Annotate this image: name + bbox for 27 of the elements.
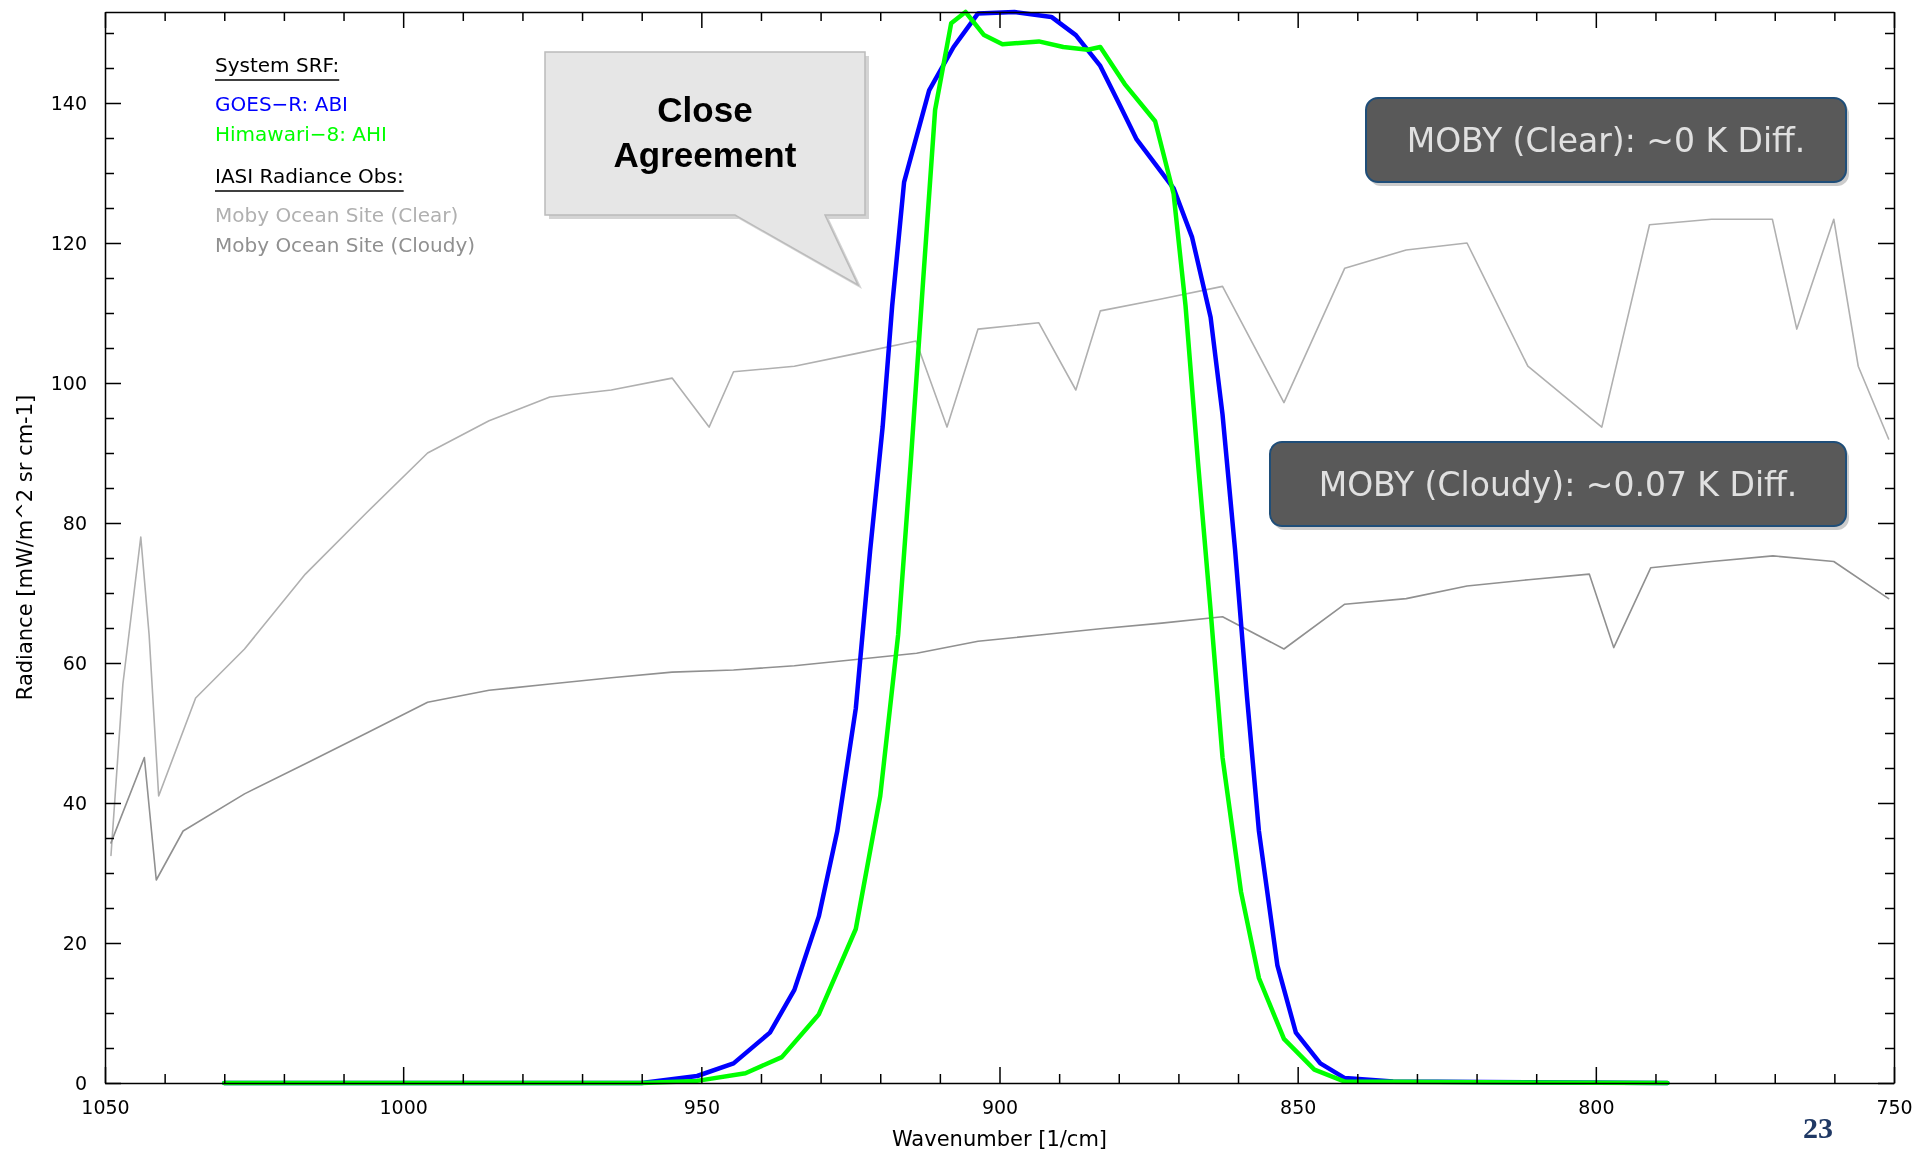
text: Moby Ocean Site (Clear): [215, 203, 459, 227]
text: Himawari−8: AHI: [215, 122, 387, 146]
text: 23: [1803, 1111, 1833, 1144]
annotation: IASI Radiance Obs:: [215, 164, 404, 188]
y-tick-label: 0: [74, 1071, 87, 1094]
y-tick-label: 120: [50, 231, 87, 254]
x-tick-label: 950: [683, 1096, 720, 1119]
x-tick-label: 800: [1578, 1096, 1615, 1119]
y-tick-label: 40: [62, 791, 87, 814]
text: Moby Ocean Site (Cloudy): [215, 233, 476, 257]
x-tick-label: 900: [981, 1096, 1019, 1119]
y-tick-label: 80: [62, 511, 87, 534]
annotation: MOBY (Clear): ~0 K Diff.: [1406, 121, 1806, 160]
y-axis-title: Radiance [mW/m^2 sr cm-1]: [13, 394, 37, 701]
y-tick-label: 140: [50, 91, 87, 114]
x-tick-label: 1050: [81, 1096, 130, 1119]
text: GOES−R: ABI: [215, 92, 349, 116]
x-tick-label: 750: [1876, 1096, 1913, 1119]
x-tick-label: 1000: [379, 1096, 428, 1119]
y-tick-label: 60: [62, 651, 87, 674]
y-tick-label: 20: [62, 931, 87, 954]
x-axis-title: Wavenumber [1/cm]: [891, 1127, 1108, 1151]
x-tick-label: 850: [1280, 1096, 1317, 1119]
y-tick-label: 100: [50, 371, 87, 394]
legend-title: System SRF:: [215, 53, 340, 77]
annotation: MOBY (Cloudy): ~0.07 K Diff.: [1318, 465, 1798, 504]
annotation: Close Agreement: [613, 90, 797, 174]
